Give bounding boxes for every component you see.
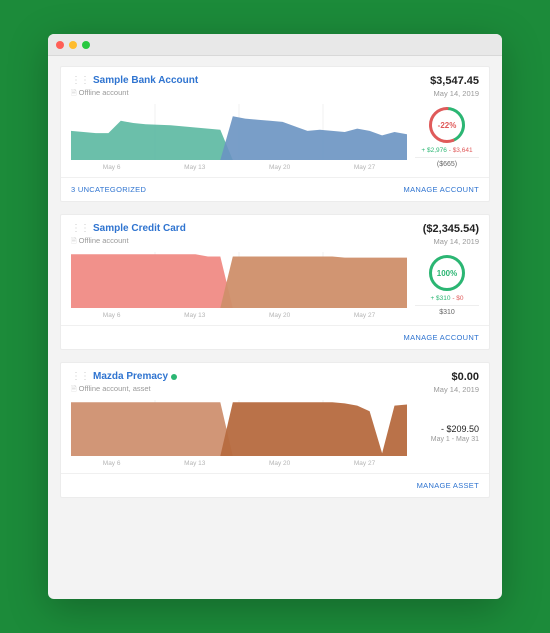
- close-icon[interactable]: [56, 41, 64, 49]
- balance-amount: $0.00: [434, 371, 479, 383]
- area-chart: May 6 May 13 May 20 May 27: [71, 104, 407, 171]
- x-axis-label: May 27: [354, 460, 375, 467]
- account-name[interactable]: Mazda Premacy: [93, 371, 168, 382]
- net-change: $310: [415, 305, 479, 316]
- delta-value: - $209.50: [415, 424, 479, 434]
- accounts-list: ⋮⋮ Sample Bank Account Offline account $3,5…: [48, 56, 502, 599]
- app-window: ⋮⋮ Sample Bank Account Offline account $3,5…: [48, 34, 502, 599]
- account-name[interactable]: Sample Bank Account: [93, 75, 198, 86]
- account-card: ⋮⋮ Mazda Premacy Offline account, asset $0.…: [60, 362, 490, 498]
- x-axis-label: May 13: [184, 312, 205, 319]
- drag-handle-icon[interactable]: ⋮⋮: [71, 373, 89, 381]
- balance-amount: ($2,345.54): [423, 223, 479, 235]
- x-axis-label: May 20: [269, 312, 290, 319]
- account-subtitle: Offline account, asset: [71, 384, 177, 396]
- account-card: ⋮⋮ Sample Bank Account Offline account $3,5…: [60, 66, 490, 202]
- delta-period: May 1 - May 31: [415, 436, 479, 443]
- x-axis-label: May 27: [354, 312, 375, 319]
- area-chart: May 6 May 13 May 20 May 27: [71, 252, 407, 319]
- x-axis-label: May 6: [103, 164, 121, 171]
- account-subtitle: Offline account: [71, 88, 198, 100]
- account-subtitle: Offline account: [71, 236, 186, 248]
- x-axis-label: May 13: [184, 164, 205, 171]
- balance-date: May 14, 2019: [430, 89, 479, 98]
- minimize-icon[interactable]: [69, 41, 77, 49]
- area-chart: May 6 May 13 May 20 May 27: [71, 400, 407, 467]
- status-badge-icon: [171, 374, 177, 380]
- balance-date: May 14, 2019: [434, 385, 479, 394]
- inflow-outflow: + $310 - $0: [415, 295, 479, 302]
- titlebar: [48, 34, 502, 56]
- net-change: ($665): [415, 157, 479, 168]
- balance-date: May 14, 2019: [423, 237, 479, 246]
- x-axis-label: May 27: [354, 164, 375, 171]
- uncategorized-link[interactable]: 3 UNCATEGORIZED: [71, 185, 146, 194]
- x-axis-label: May 20: [269, 164, 290, 171]
- x-axis-label: May 20: [269, 460, 290, 467]
- drag-handle-icon[interactable]: ⋮⋮: [71, 77, 89, 85]
- manage-link[interactable]: MANAGE ACCOUNT: [404, 185, 479, 194]
- progress-ring: 100%: [429, 255, 465, 291]
- manage-link[interactable]: MANAGE ACCOUNT: [404, 333, 479, 342]
- ring-value: -22%: [429, 107, 465, 143]
- ring-value: 100%: [429, 255, 465, 291]
- x-axis-label: May 6: [103, 460, 121, 467]
- account-name[interactable]: Sample Credit Card: [93, 223, 186, 234]
- zoom-icon[interactable]: [82, 41, 90, 49]
- x-axis-label: May 6: [103, 312, 121, 319]
- account-card: ⋮⋮ Sample Credit Card Offline account ($2,3…: [60, 214, 490, 350]
- progress-ring: -22%: [429, 107, 465, 143]
- manage-link[interactable]: MANAGE ASSET: [417, 481, 479, 490]
- balance-amount: $3,547.45: [430, 75, 479, 87]
- x-axis-label: May 13: [184, 460, 205, 467]
- inflow-outflow: + $2,976 - $3,641: [415, 147, 479, 154]
- drag-handle-icon[interactable]: ⋮⋮: [71, 225, 89, 233]
